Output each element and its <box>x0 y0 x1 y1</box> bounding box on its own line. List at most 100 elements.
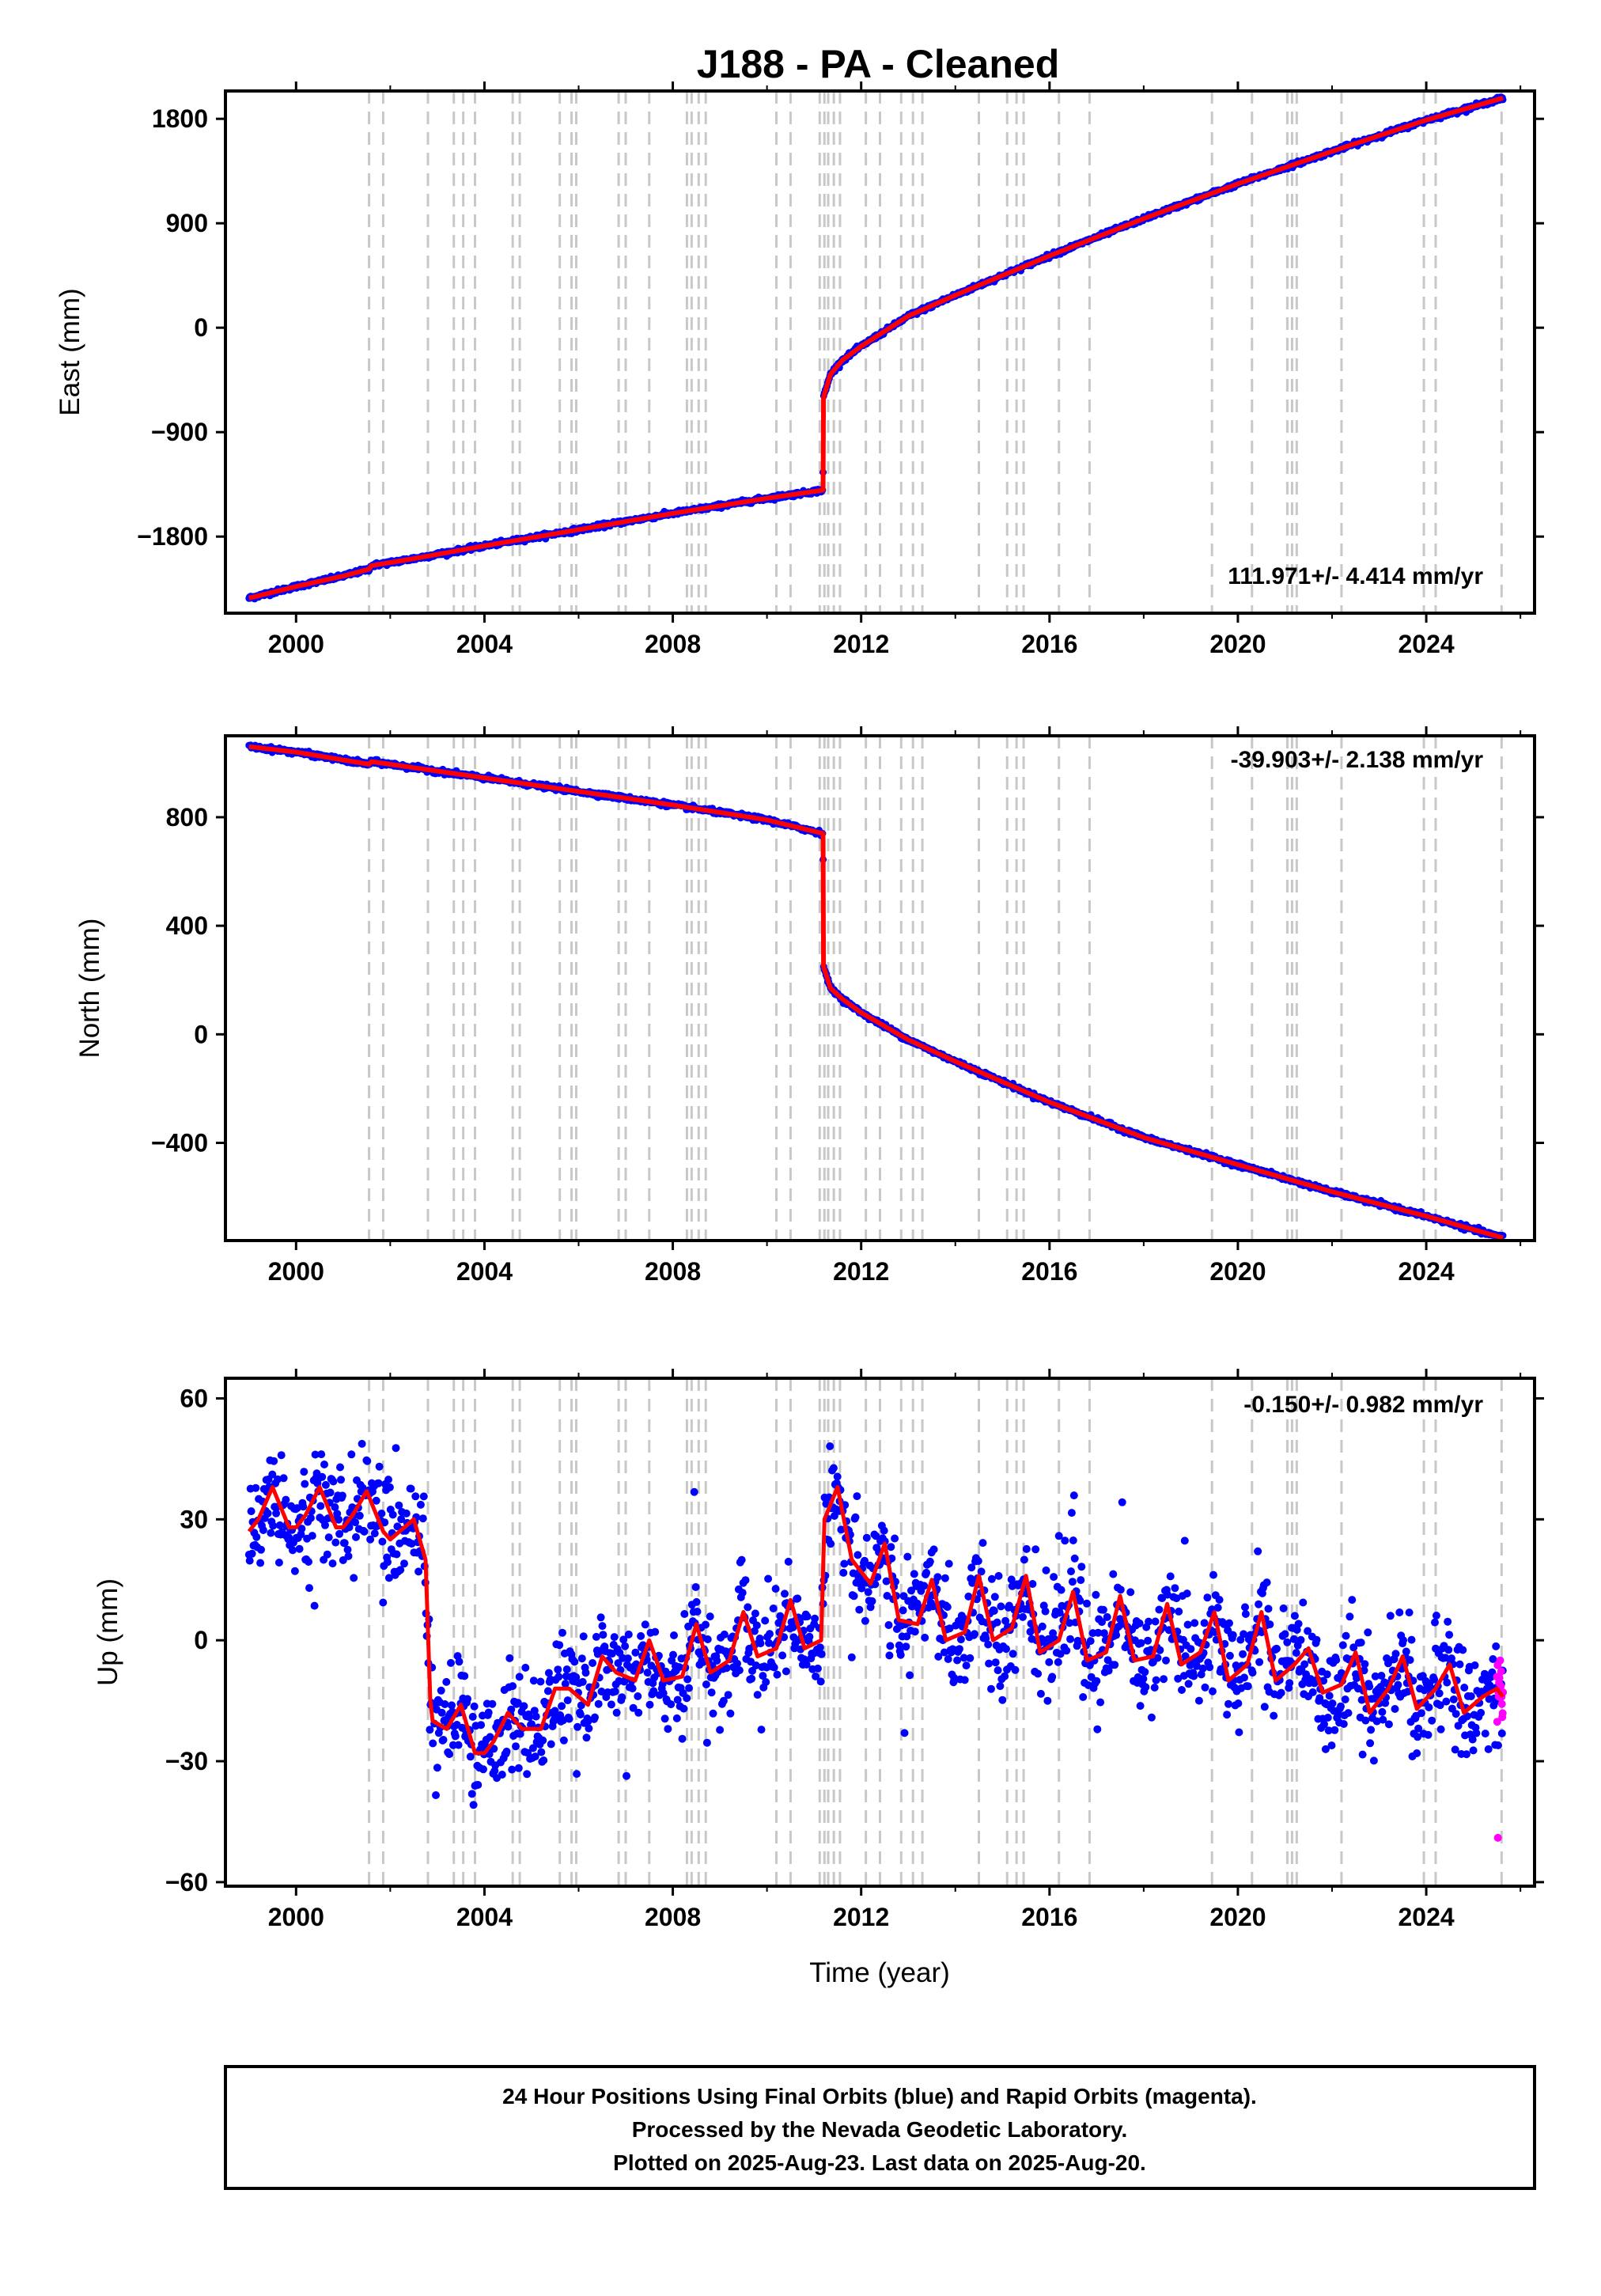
data-point <box>331 1538 340 1547</box>
data-point <box>299 1502 308 1511</box>
data-point <box>343 1545 352 1554</box>
data-point <box>469 1801 478 1809</box>
data-point <box>392 1550 401 1559</box>
data-point <box>331 1503 339 1511</box>
y-tick-label: 800 <box>166 803 208 832</box>
data-point <box>245 1556 254 1565</box>
model-line <box>248 95 1504 601</box>
data-point <box>437 1686 445 1695</box>
y-tick-label: 0 <box>194 1020 208 1048</box>
data-point <box>384 1574 393 1582</box>
data-point <box>445 1750 454 1759</box>
up-change-lines <box>368 1378 1503 1886</box>
data-point <box>317 1450 326 1459</box>
data-point <box>252 1483 260 1492</box>
data-point <box>375 1462 384 1471</box>
north-final-points <box>245 741 1507 1240</box>
data-point <box>259 1526 267 1534</box>
data-point <box>426 1726 434 1734</box>
data-point <box>347 1450 356 1459</box>
data-point <box>370 1529 379 1538</box>
data-point <box>407 1540 416 1548</box>
data-point <box>378 1537 387 1546</box>
data-point <box>247 1507 255 1516</box>
data-point <box>352 1533 360 1541</box>
model-line <box>248 744 1504 1241</box>
data-point <box>350 1574 358 1582</box>
data-point <box>467 1790 476 1798</box>
north-y-axis-label: North (mm) <box>74 919 105 1059</box>
north-rate-label: -39.903+/- 2.138 mm/yr <box>1231 747 1484 773</box>
north-change-lines <box>368 736 1503 1241</box>
data-point <box>437 1708 446 1717</box>
data-point <box>321 1480 330 1489</box>
x-tick-label: 2000 <box>268 630 324 658</box>
data-point <box>252 1533 261 1541</box>
data-point <box>345 1523 354 1532</box>
east-change-lines <box>368 91 1503 613</box>
data-point <box>274 1475 282 1483</box>
data-point <box>366 1535 375 1544</box>
x-tick-label: 2020 <box>1209 1257 1266 1286</box>
data-point <box>451 1732 460 1741</box>
data-point <box>416 1500 425 1509</box>
data-point <box>429 1739 437 1748</box>
data-point <box>388 1510 397 1519</box>
x-tick-label: 2008 <box>645 1257 701 1286</box>
data-point <box>335 1515 343 1524</box>
data-point <box>392 1444 400 1453</box>
y-tick-label: −1800 <box>137 522 208 551</box>
data-point <box>433 1764 441 1772</box>
data-point <box>379 1598 388 1607</box>
east-plot-frame <box>224 89 1536 615</box>
data-point <box>414 1567 423 1576</box>
data-point <box>464 1695 471 1703</box>
data-point <box>323 1550 331 1559</box>
data-point <box>396 1566 405 1574</box>
x-tick-label: 2024 <box>1398 630 1454 658</box>
y-tick-label: 400 <box>166 911 208 940</box>
data-point <box>256 1559 265 1567</box>
data-point <box>337 1476 345 1484</box>
data-point <box>272 1509 281 1517</box>
data-point <box>432 1791 440 1799</box>
data-point <box>282 1495 290 1504</box>
data-point <box>328 1559 337 1568</box>
data-point <box>395 1501 403 1510</box>
data-point <box>442 1677 451 1686</box>
data-point <box>439 1736 448 1744</box>
data-point <box>419 1492 428 1501</box>
y-tick-label: −400 <box>151 1129 208 1157</box>
data-point <box>418 1514 427 1523</box>
data-point <box>470 1702 479 1711</box>
data-point <box>377 1510 386 1517</box>
data-point <box>279 1474 288 1483</box>
x-tick-label: 2004 <box>456 1257 513 1286</box>
data-point <box>257 1545 265 1554</box>
data-point <box>308 1532 316 1540</box>
data-point <box>384 1558 392 1567</box>
data-point <box>468 1712 477 1721</box>
data-point <box>297 1525 306 1533</box>
data-point <box>285 1533 293 1542</box>
data-point <box>326 1488 335 1497</box>
x-tick-label: 2016 <box>1021 1257 1077 1286</box>
data-point <box>301 1480 309 1488</box>
data-point <box>447 1658 455 1667</box>
x-tick-label: 2012 <box>833 630 889 658</box>
data-point <box>275 1521 284 1529</box>
y-tick-label: −900 <box>151 418 208 446</box>
data-point <box>248 1549 256 1558</box>
x-tick-label: 2020 <box>1209 630 1266 658</box>
x-tick-label: 2016 <box>1021 630 1077 658</box>
data-point <box>380 1518 389 1527</box>
data-point <box>474 1781 483 1789</box>
data-point <box>384 1476 392 1484</box>
data-point <box>329 1477 338 1486</box>
x-tick-label: 2000 <box>268 1257 324 1286</box>
east-model-line <box>248 95 1504 601</box>
